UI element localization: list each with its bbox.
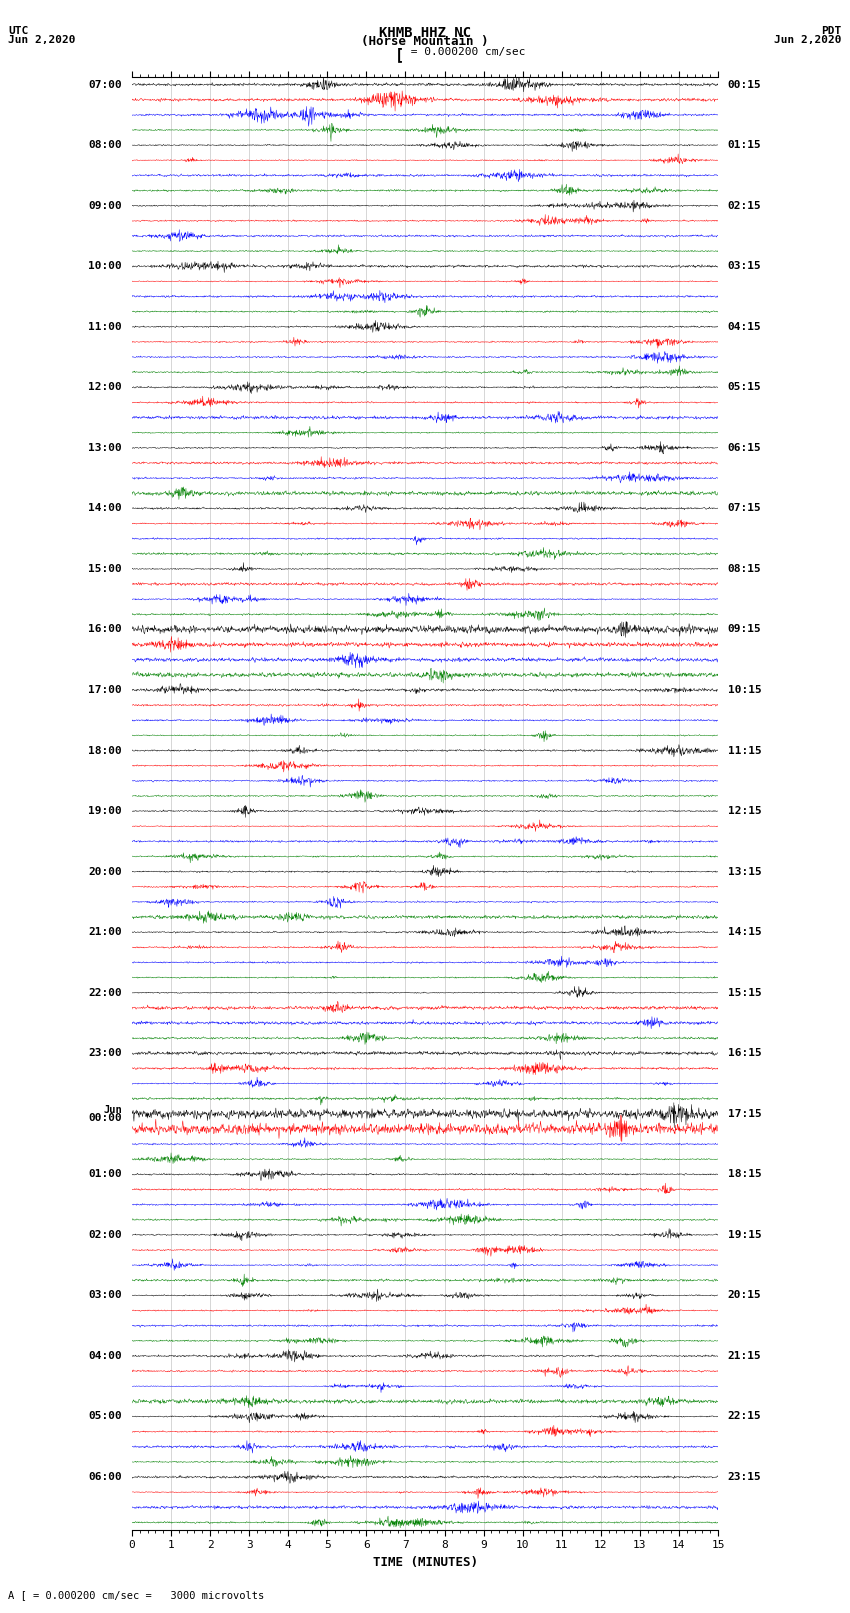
Text: UTC: UTC (8, 26, 29, 35)
Text: 19:00: 19:00 (88, 806, 122, 816)
Text: 00:15: 00:15 (728, 79, 762, 90)
Text: 16:00: 16:00 (88, 624, 122, 634)
Text: 04:15: 04:15 (728, 321, 762, 332)
Text: 05:00: 05:00 (88, 1411, 122, 1421)
Text: 22:15: 22:15 (728, 1411, 762, 1421)
Text: 04:00: 04:00 (88, 1352, 122, 1361)
Text: A [ = 0.000200 cm/sec =   3000 microvolts: A [ = 0.000200 cm/sec = 3000 microvolts (8, 1590, 264, 1600)
Text: Jun: Jun (104, 1105, 122, 1115)
Text: 10:00: 10:00 (88, 261, 122, 271)
Text: 17:15: 17:15 (728, 1108, 762, 1119)
Text: 23:15: 23:15 (728, 1473, 762, 1482)
Text: 00:00: 00:00 (88, 1113, 122, 1123)
Text: 18:00: 18:00 (88, 745, 122, 755)
Text: 21:00: 21:00 (88, 927, 122, 937)
Text: Jun 2,2020: Jun 2,2020 (774, 35, 842, 45)
Text: 20:00: 20:00 (88, 866, 122, 876)
Text: 23:00: 23:00 (88, 1048, 122, 1058)
Text: [: [ (394, 47, 404, 61)
Text: 18:15: 18:15 (728, 1169, 762, 1179)
X-axis label: TIME (MINUTES): TIME (MINUTES) (372, 1557, 478, 1569)
Text: 06:00: 06:00 (88, 1473, 122, 1482)
Text: = 0.000200 cm/sec: = 0.000200 cm/sec (404, 47, 525, 56)
Text: 01:15: 01:15 (728, 140, 762, 150)
Text: 08:00: 08:00 (88, 140, 122, 150)
Text: 15:15: 15:15 (728, 987, 762, 998)
Text: 14:15: 14:15 (728, 927, 762, 937)
Text: (Horse Mountain ): (Horse Mountain ) (361, 35, 489, 48)
Text: 13:00: 13:00 (88, 444, 122, 453)
Text: 11:15: 11:15 (728, 745, 762, 755)
Text: 22:00: 22:00 (88, 987, 122, 998)
Text: 20:15: 20:15 (728, 1290, 762, 1300)
Text: Jun 2,2020: Jun 2,2020 (8, 35, 76, 45)
Text: 05:15: 05:15 (728, 382, 762, 392)
Text: 02:15: 02:15 (728, 200, 762, 211)
Text: 09:00: 09:00 (88, 200, 122, 211)
Text: KHMB HHZ NC: KHMB HHZ NC (379, 26, 471, 40)
Text: 13:15: 13:15 (728, 866, 762, 876)
Text: 21:15: 21:15 (728, 1352, 762, 1361)
Text: 02:00: 02:00 (88, 1229, 122, 1240)
Text: 12:00: 12:00 (88, 382, 122, 392)
Text: 07:00: 07:00 (88, 79, 122, 90)
Text: 03:15: 03:15 (728, 261, 762, 271)
Text: 07:15: 07:15 (728, 503, 762, 513)
Text: 19:15: 19:15 (728, 1229, 762, 1240)
Text: 01:00: 01:00 (88, 1169, 122, 1179)
Text: 09:15: 09:15 (728, 624, 762, 634)
Text: 17:00: 17:00 (88, 686, 122, 695)
Text: 12:15: 12:15 (728, 806, 762, 816)
Text: 11:00: 11:00 (88, 321, 122, 332)
Text: 15:00: 15:00 (88, 565, 122, 574)
Text: 10:15: 10:15 (728, 686, 762, 695)
Text: 06:15: 06:15 (728, 444, 762, 453)
Text: PDT: PDT (821, 26, 842, 35)
Text: 08:15: 08:15 (728, 565, 762, 574)
Text: 03:00: 03:00 (88, 1290, 122, 1300)
Text: 14:00: 14:00 (88, 503, 122, 513)
Text: 16:15: 16:15 (728, 1048, 762, 1058)
